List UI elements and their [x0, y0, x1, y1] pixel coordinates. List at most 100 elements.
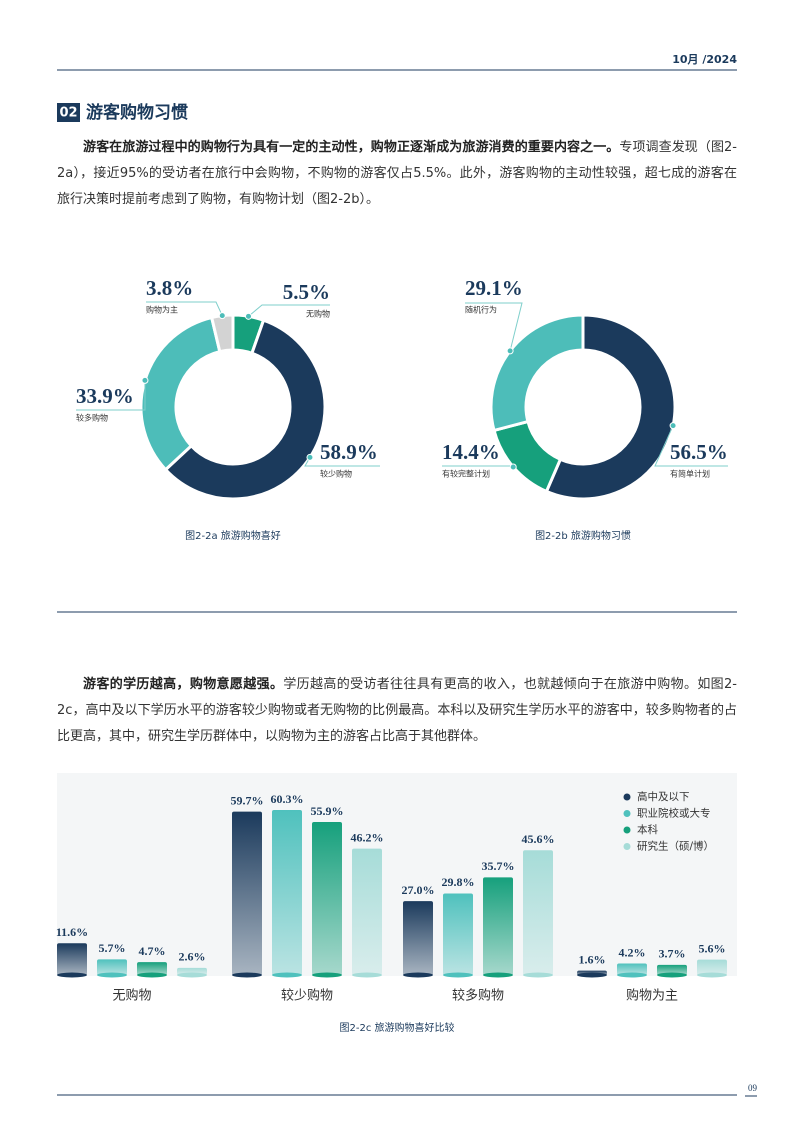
bar — [232, 811, 262, 975]
category-label: 无购物 — [112, 988, 151, 1004]
leader-dot — [141, 376, 149, 384]
leader-dot — [306, 453, 314, 461]
legend-label: 本科 — [637, 823, 658, 836]
bar-base — [272, 972, 302, 978]
bar-base — [443, 972, 473, 978]
bar-base — [403, 972, 433, 978]
bar — [312, 822, 342, 975]
leader-line — [248, 304, 330, 317]
value-label: 27.0% — [402, 883, 435, 897]
leader-dot — [244, 312, 252, 320]
donut-slice — [544, 313, 677, 501]
bar — [617, 963, 647, 975]
leader-line — [146, 301, 223, 316]
donut-slice — [492, 419, 563, 494]
bar — [97, 959, 127, 975]
legend-label: 研究生（硕/博） — [637, 840, 714, 853]
section-number: 02 — [59, 106, 77, 121]
bar-base — [57, 972, 87, 978]
value-label: 5.6% — [699, 941, 726, 955]
value-label: 33.9% — [76, 384, 134, 408]
bar — [443, 893, 473, 975]
value-label: 5.5% — [283, 280, 330, 304]
chart-caption: 图2-2b 旅游购物习惯 — [535, 529, 631, 542]
bar — [137, 962, 167, 975]
bar-base — [232, 972, 262, 978]
bar — [272, 810, 302, 975]
legend-marker — [623, 793, 631, 801]
value-label: 1.6% — [579, 952, 606, 966]
paragraph: 游客在旅游过程中的购物行为具有一定的主动性，购物正逐渐成为旅游消费的重要内容之一… — [57, 135, 737, 213]
value-label: 29.1% — [465, 276, 523, 300]
bar — [352, 848, 382, 975]
value-label: 60.3% — [271, 792, 304, 806]
bar-base — [352, 972, 382, 978]
bar-base — [483, 972, 513, 978]
leader-line — [442, 465, 514, 468]
value-label: 3.7% — [659, 947, 686, 961]
legend-marker — [623, 826, 631, 834]
category-label: 购物为主 — [626, 988, 678, 1004]
leader-line — [654, 425, 728, 467]
value-label: 2.6% — [179, 950, 206, 964]
value-label: 14.4% — [442, 440, 500, 464]
bar-base — [617, 972, 647, 978]
paragraph: 游客的学历越高，购物意愿越强。学历越高的受访者往往具有更高的收入，也就越倾向于在… — [57, 672, 737, 750]
bar — [57, 943, 87, 975]
value-label: 55.9% — [311, 804, 344, 818]
section-badge — [57, 103, 80, 122]
bar-base — [577, 972, 607, 978]
value-label: 29.8% — [442, 875, 475, 889]
category-label: 较少购物 — [281, 988, 333, 1004]
bar-base — [312, 972, 342, 978]
value-label: 5.7% — [99, 941, 126, 955]
bar-base — [97, 972, 127, 978]
legend-label: 高中及以下 — [637, 790, 690, 803]
paragraph-text: 专项调查发现（图2-2a），接近95%的受访者在旅行中会购物，不购物的游客仅占5… — [57, 140, 737, 207]
section-title: 游客购物习惯 — [86, 102, 188, 123]
legend-marker — [623, 810, 631, 817]
value-label: 45.6% — [522, 832, 555, 846]
donut-slice — [489, 313, 585, 433]
legend-marker — [623, 843, 631, 850]
category-label: 购物为主 — [146, 305, 178, 315]
leader-dot — [506, 347, 514, 355]
bar — [697, 959, 727, 975]
category-label: 无购物 — [306, 309, 330, 319]
bar-base — [697, 972, 727, 978]
value-label: 35.7% — [482, 859, 515, 873]
leader-dot — [218, 312, 226, 320]
bar-chart-background — [57, 773, 737, 976]
bar — [403, 901, 433, 975]
bar — [657, 964, 687, 975]
leader-line — [465, 302, 523, 351]
value-label: 4.7% — [139, 944, 166, 958]
chart-caption: 图2-2a 旅游购物喜好 — [185, 529, 281, 542]
value-label: 3.8% — [146, 276, 193, 300]
category-label: 有简单计划 — [670, 469, 710, 479]
donut-slice — [209, 313, 235, 354]
category-label: 较少购物 — [320, 469, 352, 479]
value-label: 58.9% — [320, 440, 378, 464]
header-date: 10月 /2024 — [672, 53, 737, 66]
leader-line — [76, 380, 146, 411]
category-label: 随机行为 — [465, 305, 497, 315]
category-label: 较多购物 — [452, 988, 504, 1004]
value-label: 4.2% — [619, 945, 646, 959]
value-label: 46.2% — [351, 830, 384, 844]
legend-label: 职业院校或大专 — [637, 807, 711, 820]
category-label: 有较完整计划 — [442, 469, 490, 479]
donut-slice — [163, 318, 327, 501]
page-number: 09 — [748, 1083, 758, 1093]
leader-dot — [669, 422, 677, 430]
bar-base — [657, 972, 687, 978]
bar — [483, 877, 513, 975]
paragraph-lead: 游客在旅游过程中的购物行为具有一定的主动性，购物正逐渐成为旅游消费的重要内容之一… — [83, 140, 620, 155]
value-label: 59.7% — [231, 793, 264, 807]
donut-slice — [139, 315, 222, 472]
paragraph-lead: 游客的学历越高，购物意愿越强。 — [83, 677, 284, 692]
value-label: 56.5% — [670, 440, 728, 464]
value-label: 11.6% — [56, 925, 88, 939]
bar-base — [177, 972, 207, 978]
